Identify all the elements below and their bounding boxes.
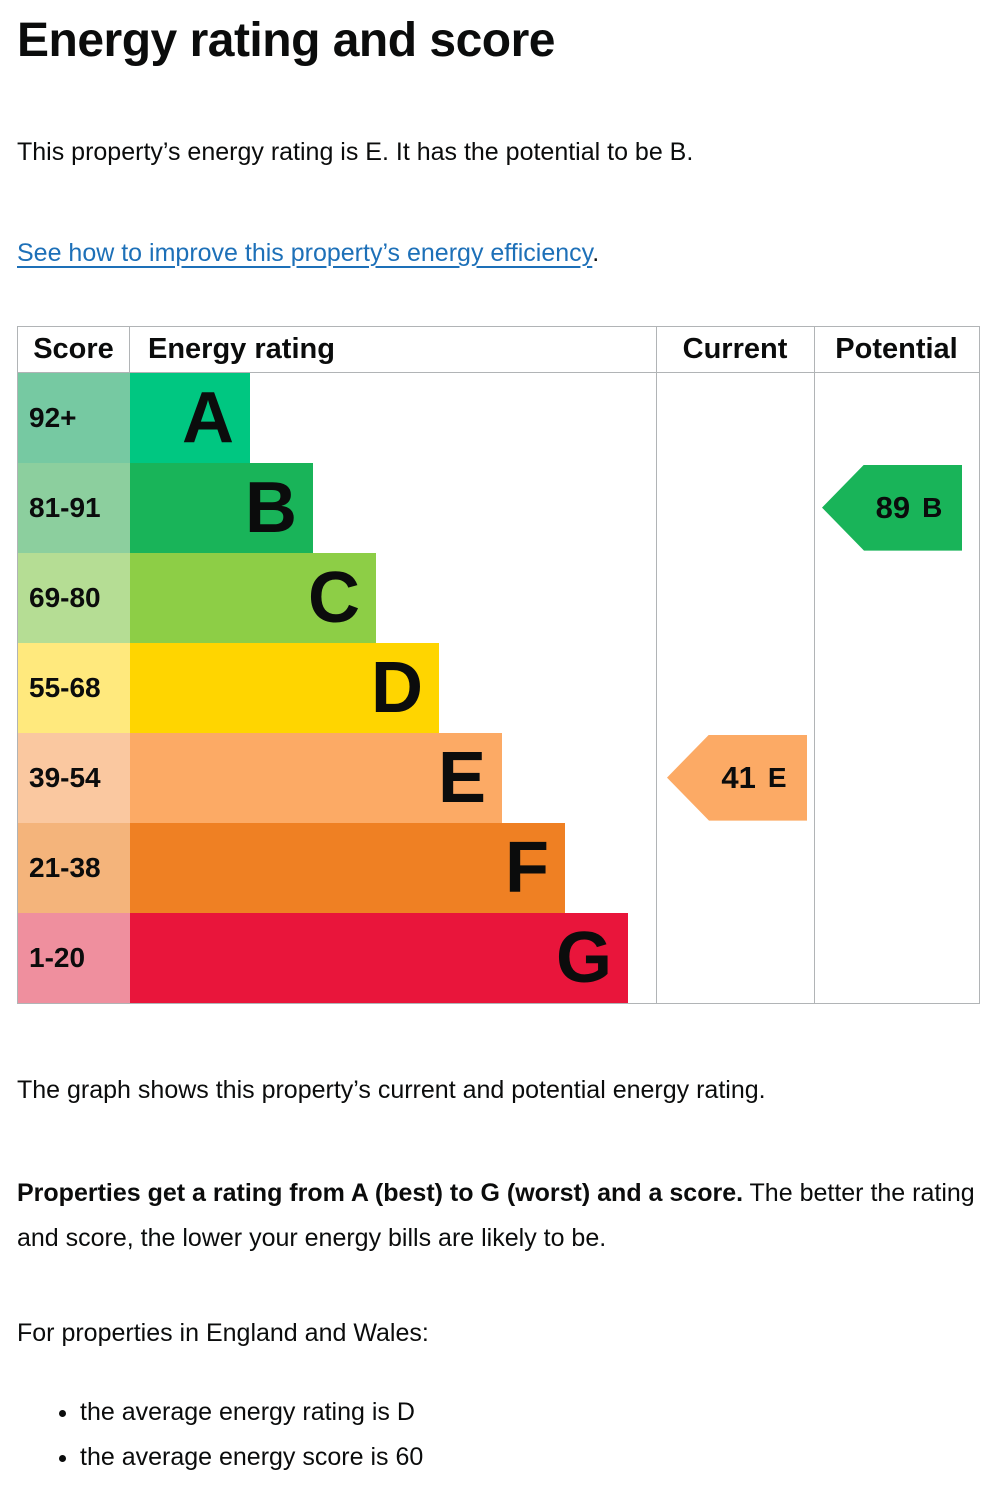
- header-energy-rating: Energy rating: [148, 332, 335, 365]
- band-bar: E: [130, 732, 502, 823]
- epc-band-row: 21-38 F: [18, 822, 979, 913]
- epc-band-row: 81-91 B: [18, 462, 979, 553]
- page-title: Energy rating and score: [17, 14, 556, 67]
- averages-list: the average energy rating is Dthe averag…: [17, 1390, 980, 1480]
- band-letter: D: [371, 647, 423, 728]
- chart-header-row: Score Energy rating Current Potential: [18, 326, 979, 373]
- band-letter: A: [182, 377, 234, 458]
- link-suffix: .: [592, 238, 600, 267]
- current-letter: E: [767, 761, 787, 793]
- band-score-range: 81-91: [18, 462, 130, 553]
- epc-band-row: 39-54 E: [18, 732, 979, 823]
- band-letter: F: [505, 827, 549, 908]
- current-column-divider: [656, 326, 657, 1003]
- region-heading: For properties in England and Wales:: [17, 1318, 429, 1347]
- band-letter: G: [555, 917, 612, 998]
- energy-rating-page: Energy rating and score This property’s …: [0, 12, 1000, 1480]
- band-bar: B: [130, 462, 313, 553]
- band-score-range: 55-68: [18, 642, 130, 733]
- header-score: Score: [18, 326, 130, 372]
- band-score-range: 92+: [18, 372, 130, 463]
- average-list-item: the average energy rating is D: [80, 1390, 980, 1435]
- current-score: 41: [721, 759, 756, 795]
- energy-rating-chart: Score Energy rating Current Potential 92…: [17, 325, 980, 1004]
- intro-text: This property’s energy rating is E. It h…: [17, 137, 694, 166]
- band-score-range: 39-54: [18, 732, 130, 823]
- header-current: Current: [682, 332, 788, 365]
- band-letter: C: [308, 557, 360, 638]
- band-rows: 92+ A 81-91 B 69-80 C 55-68 D 39-54 E 21-38 F 1-20 G: [18, 372, 979, 1003]
- band-letter: B: [245, 467, 297, 548]
- band-score-range: 1-20: [18, 912, 130, 1003]
- epc-band-row: 69-80 C: [18, 552, 979, 643]
- potential-column-divider: [814, 326, 815, 1003]
- header-potential: Potential: [835, 332, 958, 365]
- band-letter: E: [437, 737, 486, 818]
- improve-efficiency-link[interactable]: See how to improve this property’s energ…: [17, 238, 593, 267]
- rating-explanation-rest: The better the rating and score, the low…: [17, 1178, 975, 1252]
- band-score-range: 21-38: [18, 822, 130, 913]
- rating-explanation-bold: Properties get a rating from A (best) to…: [17, 1178, 744, 1207]
- graph-caption: The graph shows this property’s current …: [17, 1075, 766, 1104]
- potential-score: 89: [875, 489, 911, 525]
- band-score-range: 69-80: [18, 552, 130, 643]
- average-list-item: the average energy score is 60: [80, 1435, 980, 1480]
- epc-band-row: 92+ A: [18, 372, 979, 463]
- band-bar: D: [130, 642, 439, 733]
- band-bar: A: [130, 372, 250, 463]
- band-bar: G: [130, 912, 628, 1003]
- band-bar: C: [130, 552, 376, 643]
- rating-explanation: Properties get a rating from A (best) to…: [17, 1171, 980, 1261]
- potential-letter: B: [922, 491, 943, 523]
- band-bar: F: [130, 822, 565, 913]
- improve-link-line: See how to improve this property’s energ…: [17, 231, 980, 276]
- epc-band-row: 1-20 G: [18, 912, 979, 1003]
- epc-band-row: 55-68 D: [18, 642, 979, 733]
